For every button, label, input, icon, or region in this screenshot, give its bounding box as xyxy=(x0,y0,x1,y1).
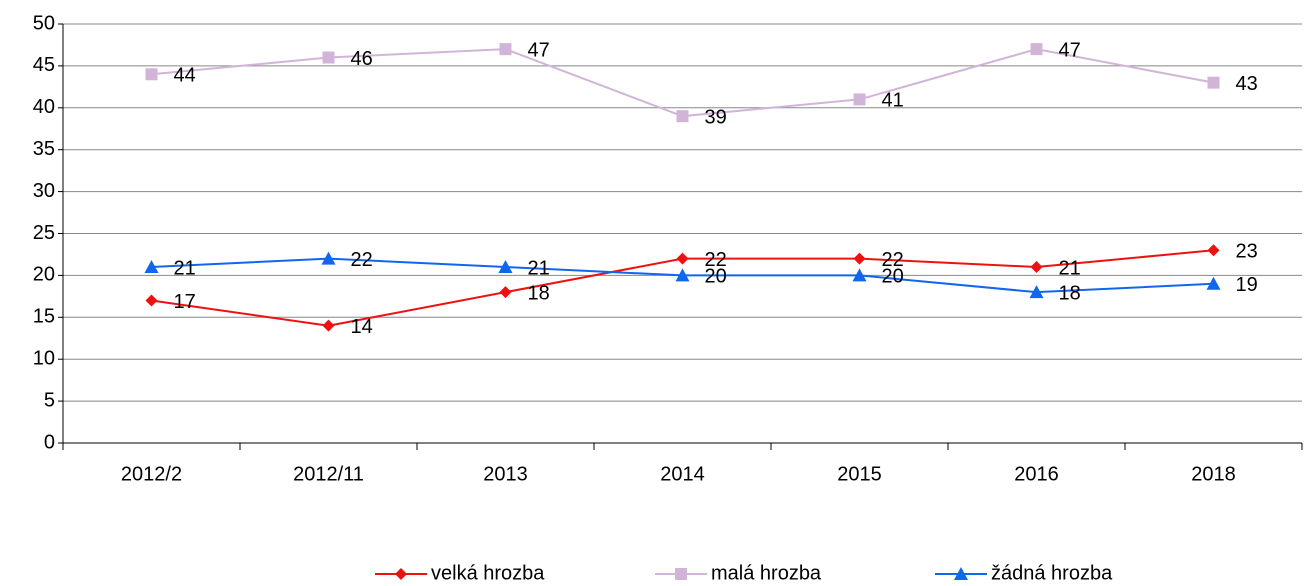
data-label: 14 xyxy=(351,316,373,338)
data-label: 20 xyxy=(705,266,727,288)
legend-label: žádná hrozba xyxy=(991,562,1113,584)
legend-marker xyxy=(675,568,687,580)
data-label: 43 xyxy=(1236,73,1258,95)
legend-marker xyxy=(954,567,968,580)
data-label: 17 xyxy=(174,291,196,313)
data-label: 18 xyxy=(1059,282,1081,304)
data-label: 19 xyxy=(1236,274,1258,296)
marker xyxy=(675,268,690,282)
marker xyxy=(852,268,867,282)
marker xyxy=(853,252,866,265)
marker xyxy=(676,110,689,123)
y-tick-label: 45 xyxy=(33,54,55,76)
marker xyxy=(1030,261,1043,274)
marker xyxy=(498,260,513,274)
marker xyxy=(322,319,335,332)
legend-marker xyxy=(395,568,407,580)
marker xyxy=(322,51,335,64)
y-tick-label: 20 xyxy=(33,264,55,286)
data-label: 22 xyxy=(705,249,727,271)
marker xyxy=(321,251,336,265)
marker xyxy=(144,260,159,274)
data-label: 22 xyxy=(351,249,373,271)
marker xyxy=(145,68,158,81)
x-tick-label: 2018 xyxy=(1191,463,1236,485)
data-label: 39 xyxy=(705,106,727,128)
y-tick-label: 40 xyxy=(33,96,55,118)
legend-label: velká hrozba xyxy=(431,562,545,584)
marker xyxy=(1029,285,1044,299)
x-tick-label: 2014 xyxy=(660,463,705,485)
y-tick-label: 5 xyxy=(44,389,55,411)
x-tick-label: 2012/11 xyxy=(293,463,364,485)
y-tick-label: 50 xyxy=(33,12,55,34)
y-tick-label: 35 xyxy=(33,138,55,160)
data-label: 21 xyxy=(174,257,196,279)
data-label: 21 xyxy=(1059,257,1081,279)
y-tick-label: 10 xyxy=(33,347,55,369)
marker xyxy=(1206,276,1221,290)
series-line xyxy=(151,48,1214,118)
data-label: 44 xyxy=(174,65,196,87)
data-label: 47 xyxy=(1059,39,1081,61)
y-tick-label: 15 xyxy=(33,306,55,328)
marker xyxy=(676,252,689,265)
y-tick-label: 30 xyxy=(33,180,55,202)
marker xyxy=(853,93,866,106)
y-tick-label: 0 xyxy=(44,431,55,453)
x-tick-label: 2013 xyxy=(483,463,528,485)
marker xyxy=(145,294,158,307)
data-label: 20 xyxy=(882,266,904,288)
data-label: 23 xyxy=(1236,241,1258,263)
data-label: 46 xyxy=(351,48,373,70)
marker xyxy=(499,43,512,56)
data-label: 22 xyxy=(882,249,904,271)
y-tick-label: 25 xyxy=(33,222,55,244)
data-label: 47 xyxy=(528,39,550,61)
marker xyxy=(1207,76,1220,89)
x-tick-label: 2015 xyxy=(837,463,882,485)
marker xyxy=(1207,244,1220,257)
data-label: 18 xyxy=(528,282,550,304)
data-label: 21 xyxy=(528,257,550,279)
legend-label: malá hrozba xyxy=(711,562,822,584)
marker xyxy=(1030,43,1043,56)
marker xyxy=(499,286,512,299)
data-label: 41 xyxy=(882,90,904,112)
x-tick-label: 2012/2 xyxy=(121,463,182,485)
x-tick-label: 2016 xyxy=(1014,463,1059,485)
